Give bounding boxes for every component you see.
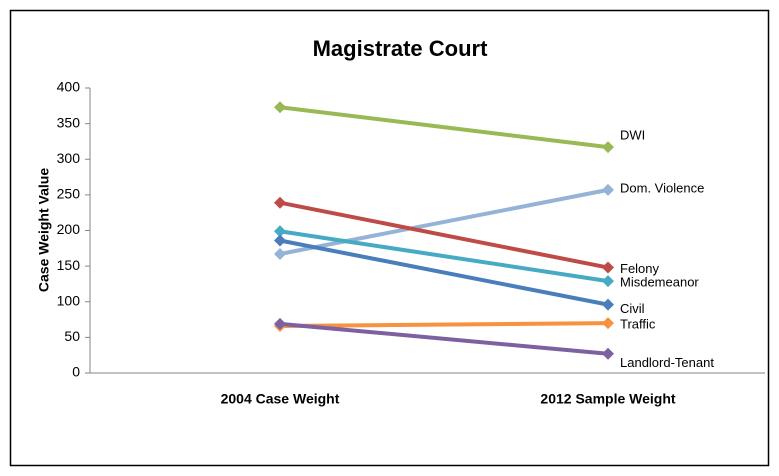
y-tick-label: 300 [57, 150, 81, 166]
series-label: Dom. Violence [620, 180, 704, 195]
marker [602, 275, 614, 288]
y-tick-label: 400 [57, 79, 81, 95]
y-tick-label: 350 [57, 114, 81, 130]
marker [602, 261, 614, 274]
y-tick-label: 150 [57, 257, 81, 273]
marker [274, 234, 286, 247]
y-tick-label: 250 [57, 186, 81, 202]
line [279, 238, 609, 307]
series-label: Landlord-Tenant [620, 355, 714, 370]
series-label: Felony [620, 261, 660, 276]
y-tick-label: 50 [64, 328, 80, 344]
line [279, 229, 609, 284]
marker [602, 141, 614, 154]
line [279, 105, 609, 150]
marker [602, 347, 614, 360]
y-tick-label: 100 [57, 292, 81, 308]
marker [602, 298, 614, 311]
line [279, 321, 609, 328]
marker [274, 317, 286, 330]
y-tick-label: 200 [57, 221, 81, 237]
chart-border [9, 9, 770, 467]
series-label: Civil [620, 301, 645, 316]
marker [274, 196, 286, 209]
marker [274, 225, 286, 238]
x-tick-label: 2012 Sample Weight [540, 391, 675, 407]
line [279, 200, 609, 270]
series-label: Misdemeanor [620, 275, 699, 290]
marker [602, 317, 614, 330]
line [279, 187, 609, 256]
series-label: Traffic [620, 317, 656, 332]
line [279, 321, 609, 356]
y-tick-label: 0 [72, 364, 80, 380]
y-axis-label: Case Weight Value [36, 168, 52, 292]
x-tick-label: 2004 Case Weight [221, 391, 340, 407]
series-label: DWI [620, 128, 645, 143]
marker [274, 101, 286, 114]
marker [274, 248, 286, 261]
marker [602, 183, 614, 196]
chart-title: Magistrate Court [313, 36, 488, 61]
